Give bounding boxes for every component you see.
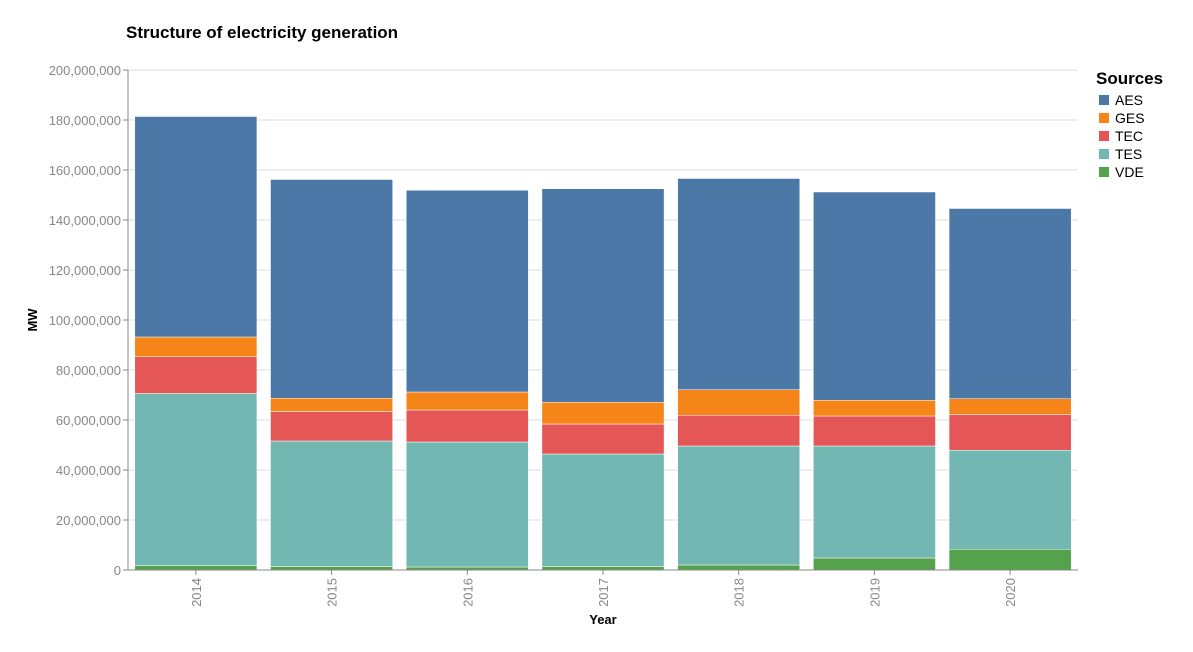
y-axis-ticks: 0 20,000,000 40,000,000 60,000,000 80,000,00… <box>49 63 128 578</box>
bar-segment-aes-2017 <box>541 188 665 403</box>
bar-segment-vde-2019 <box>813 557 936 571</box>
bar-segment-vde-2015 <box>270 566 393 571</box>
bar-segment-tes-2017 <box>541 453 665 567</box>
bar-segment-ges-2015 <box>270 398 393 412</box>
legend-label-aes: AES <box>1115 92 1143 108</box>
bar-segment-tes-2018 <box>677 445 801 566</box>
bar-segment-tes-2016 <box>405 441 529 568</box>
legend-swatch-aes <box>1099 95 1109 105</box>
y-tick-label: 100,000,000 <box>49 313 121 328</box>
bar-segment-ges-2018 <box>677 389 801 416</box>
y-tick-label: 0 <box>114 563 121 578</box>
x-tick-label: 2018 <box>732 578 747 607</box>
legend-label-vde: VDE <box>1115 164 1144 180</box>
legend-label-tes: TES <box>1115 146 1142 162</box>
bar-segment-tes-2019 <box>813 445 936 559</box>
y-tick-label: 80,000,000 <box>56 363 121 378</box>
bar-segment-vde-2017 <box>541 566 665 571</box>
bar-segment-vde-2018 <box>677 564 801 571</box>
legend-label-ges: GES <box>1115 110 1145 126</box>
legend-title: Sources <box>1096 69 1163 88</box>
bar-segment-ges-2016 <box>405 391 529 411</box>
bar-segment-tec-2017 <box>541 423 665 455</box>
bar-segment-aes-2015 <box>270 179 393 399</box>
bar-segment-ges-2020 <box>948 398 1072 415</box>
x-axis-ticks: 2014 2015 2016 2017 2018 2019 2020 <box>189 570 1018 607</box>
x-tick-label: 2020 <box>1003 578 1018 607</box>
y-tick-label: 180,000,000 <box>49 113 121 128</box>
legend-label-tec: TEC <box>1115 128 1143 144</box>
bar-segment-tec-2018 <box>677 415 801 447</box>
legend: Sources AES GES TEC TES VDE <box>1096 69 1163 180</box>
y-tick-label: 60,000,000 <box>56 413 121 428</box>
bar-segment-ges-2014 <box>134 336 258 357</box>
bar-segment-aes-2014 <box>134 116 258 338</box>
bar-segment-aes-2018 <box>677 178 801 390</box>
y-tick-label: 200,000,000 <box>49 63 121 78</box>
bar-segment-tes-2015 <box>270 440 393 567</box>
y-tick-label: 160,000,000 <box>49 163 121 178</box>
bars <box>134 116 1072 571</box>
legend-swatch-ges <box>1099 113 1109 123</box>
bar-segment-tec-2014 <box>134 356 258 394</box>
y-tick-label: 20,000,000 <box>56 513 121 528</box>
bar-segment-tec-2015 <box>270 411 393 442</box>
y-axis-title: MW <box>25 308 40 332</box>
x-tick-label: 2017 <box>596 578 611 607</box>
bar-segment-tec-2020 <box>948 414 1072 451</box>
legend-swatch-tes <box>1099 149 1109 159</box>
bar-segment-tes-2014 <box>134 393 258 566</box>
bar-segment-tec-2016 <box>405 409 529 443</box>
x-tick-label: 2015 <box>325 578 340 607</box>
bar-segment-vde-2020 <box>948 549 1072 571</box>
legend-swatch-tec <box>1099 131 1109 141</box>
x-tick-label: 2014 <box>189 578 204 607</box>
y-tick-label: 40,000,000 <box>56 463 121 478</box>
bar-segment-aes-2016 <box>405 190 529 393</box>
bar-segment-aes-2019 <box>813 191 936 401</box>
x-tick-label: 2016 <box>460 578 475 607</box>
x-tick-label: 2019 <box>867 578 882 607</box>
bar-segment-tec-2019 <box>813 415 936 447</box>
x-axis-title: Year <box>589 612 616 627</box>
y-tick-label: 120,000,000 <box>49 263 121 278</box>
bar-segment-ges-2017 <box>541 402 665 425</box>
chart-title: Structure of electricity generation <box>126 23 398 42</box>
legend-swatch-vde <box>1099 167 1109 177</box>
y-tick-label: 140,000,000 <box>49 213 121 228</box>
bar-segment-vde-2014 <box>134 565 258 571</box>
bar-segment-aes-2020 <box>948 208 1072 399</box>
bar-segment-ges-2019 <box>813 400 936 417</box>
bar-segment-tes-2020 <box>948 450 1072 550</box>
